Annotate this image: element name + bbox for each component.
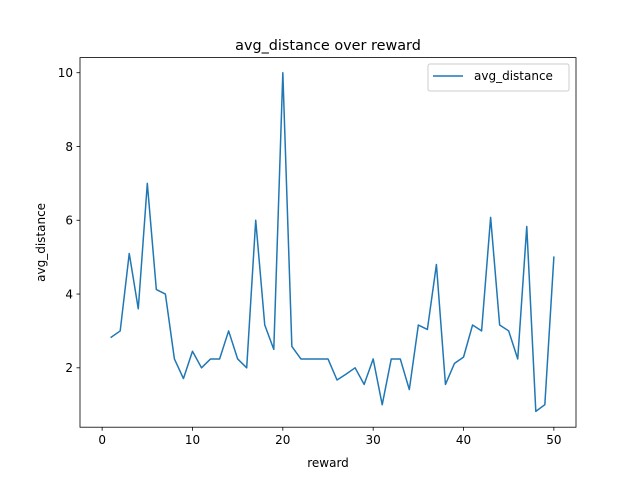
- x-tick-label: 0: [98, 433, 106, 447]
- x-tick-label: 20: [275, 433, 290, 447]
- x-axis-ticks: 0 10 20 30 40 50: [98, 427, 562, 447]
- legend-box: [427, 63, 570, 92]
- x-tick-label: 10: [185, 433, 200, 447]
- x-tick-label: 50: [546, 433, 561, 447]
- y-tick-label: 10: [58, 66, 73, 80]
- x-tick-label: 40: [456, 433, 471, 447]
- legend: avg_distance: [427, 63, 570, 92]
- y-tick-label: 2: [65, 361, 73, 375]
- plot-area: [80, 57, 576, 428]
- series-line-avg-distance: [110, 71, 555, 413]
- y-axis-ticks: 2 4 6 8 10: [58, 66, 80, 375]
- chart-title: avg_distance over reward: [235, 38, 421, 54]
- x-tick-label: 30: [366, 433, 381, 447]
- y-tick-label: 8: [65, 140, 73, 154]
- y-tick-label: 6: [65, 214, 73, 228]
- legend-label-avg-distance: avg_distance: [474, 69, 553, 83]
- y-tick-label: 4: [65, 287, 73, 301]
- plot-frame: [79, 57, 577, 428]
- x-axis-label: reward: [307, 456, 349, 470]
- y-axis-label: avg_distance: [34, 203, 48, 282]
